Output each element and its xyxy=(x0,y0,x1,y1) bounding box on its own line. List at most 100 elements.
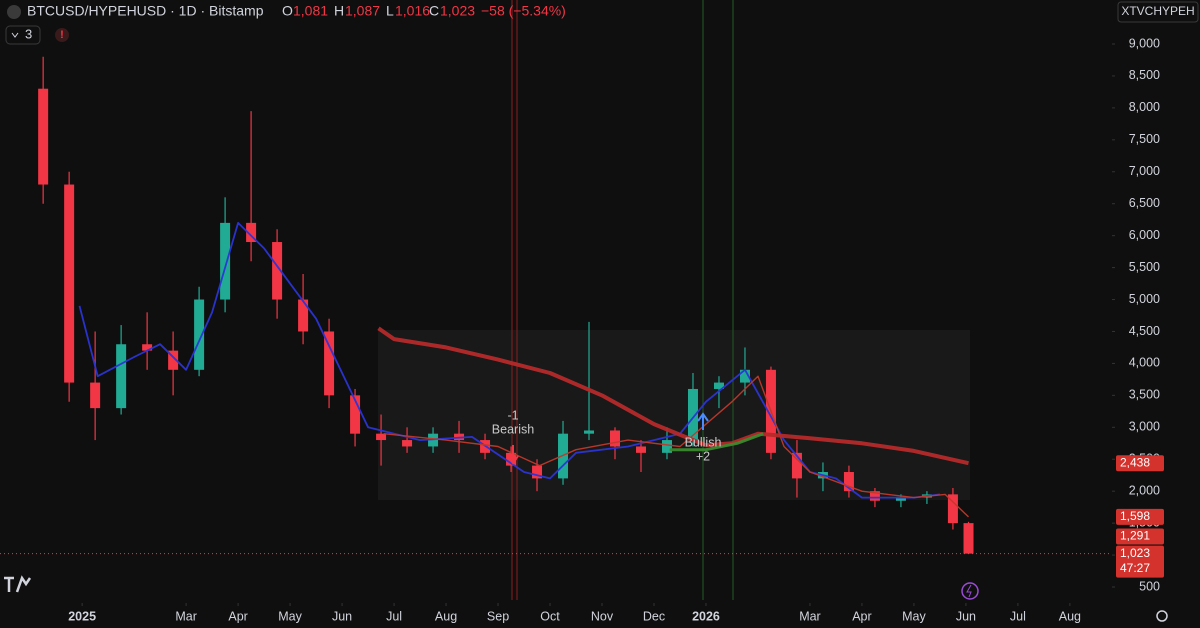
y-tick-label: 5,500 xyxy=(1129,260,1160,274)
candle-body xyxy=(739,369,750,383)
x-tick-label: Oct xyxy=(540,609,560,623)
plot-area xyxy=(0,0,1115,606)
ohlc-key: C xyxy=(429,3,439,19)
candle-body xyxy=(298,299,309,332)
candle-body xyxy=(272,242,283,300)
x-tick-label: Jul xyxy=(1010,609,1026,623)
price-tag-label: 1,023 xyxy=(1120,546,1150,560)
x-tick-label: Aug xyxy=(435,609,457,623)
change: −58 (−5.34%) xyxy=(481,3,566,19)
candle-body xyxy=(194,299,205,370)
y-tick-label: 9,000 xyxy=(1129,36,1160,50)
x-tick-label: May xyxy=(278,609,302,623)
y-tick-label: 8,500 xyxy=(1129,68,1160,82)
ticker: XTVCHYPEH xyxy=(1121,4,1194,18)
candle-body xyxy=(90,382,101,409)
x-tick-label: Jul xyxy=(386,609,402,623)
lightning-button[interactable] xyxy=(961,582,979,600)
symbol-icon xyxy=(7,5,21,19)
price-tag-label: 2,438 xyxy=(1120,455,1150,469)
warning-icon[interactable] xyxy=(55,28,69,42)
countdown: 47:27 xyxy=(1120,561,1150,575)
chevron xyxy=(11,32,19,38)
y-tick-label: 2,000 xyxy=(1129,483,1160,497)
annotation: -1 xyxy=(507,408,518,422)
candle-body xyxy=(791,452,802,479)
symbol: BTCUSD/HYPEHUSD · 1D · Bitstamp xyxy=(27,3,264,19)
y-tick-label: 3,500 xyxy=(1129,388,1160,402)
y-tick-label: 500 xyxy=(1139,579,1160,593)
lightning-icon xyxy=(966,584,972,598)
candle-body xyxy=(116,344,127,409)
candle-body xyxy=(532,465,543,479)
annotation: +2 xyxy=(696,449,710,463)
ohlc-key: H xyxy=(334,3,344,19)
candle-body xyxy=(843,472,854,492)
price-tag xyxy=(1116,528,1164,545)
y-tick-label: 8,000 xyxy=(1129,100,1160,114)
annotation: Bullish xyxy=(685,435,722,449)
settings-button[interactable] xyxy=(1156,610,1168,622)
x-tick-label: 2025 xyxy=(68,609,96,623)
x-tick-label: Jun xyxy=(956,609,976,623)
price-tag xyxy=(1116,455,1164,472)
x-tick-label: Jun xyxy=(332,609,352,623)
x-tick-label: Dec xyxy=(643,609,665,623)
annotation: Bearish xyxy=(492,422,534,436)
x-tick-label: Nov xyxy=(591,609,614,623)
candle-body xyxy=(661,440,672,453)
series xyxy=(38,56,974,555)
ohlc-value: 1,016 xyxy=(395,3,430,19)
price-tag-label: 1,291 xyxy=(1120,529,1150,543)
y-tick-label: 7,000 xyxy=(1129,164,1160,178)
candle-body xyxy=(635,446,646,453)
x-tick-label: Sep xyxy=(487,609,509,623)
ohlc-value: 1,087 xyxy=(345,3,380,19)
y-tick-label: 4,500 xyxy=(1129,324,1160,338)
ohlc-key: O xyxy=(282,3,293,19)
y-tick-label: 6,500 xyxy=(1129,196,1160,210)
header: BTCUSD/HYPEHUSD · 1D · Bitstamp O 1,081 … xyxy=(5,1,1199,45)
moving-average xyxy=(383,375,969,518)
ohlc-value: 1,023 xyxy=(440,3,475,19)
candle-body xyxy=(376,433,387,441)
candle-body xyxy=(713,382,724,389)
bearish-arrow xyxy=(507,445,519,465)
price-tag xyxy=(1116,508,1164,525)
candle-body xyxy=(584,430,595,434)
x-tick-label: Mar xyxy=(799,609,821,623)
x-tick-label: 2026 xyxy=(692,609,720,623)
x-tick-label: May xyxy=(902,609,926,623)
y-tick-label: 6,000 xyxy=(1129,228,1160,242)
moving-average xyxy=(669,432,764,452)
x-tick-label: Apr xyxy=(228,609,247,623)
candle-body xyxy=(947,494,958,524)
indicator-count: 3 xyxy=(25,26,32,41)
candle-body xyxy=(350,395,361,434)
candle-body xyxy=(610,430,621,447)
annotations: -1 Bearish Bullish +2 xyxy=(492,408,722,465)
y-tick-label: 5,000 xyxy=(1129,292,1160,306)
shaded-zone xyxy=(378,330,970,500)
candle-body xyxy=(895,497,906,501)
logo xyxy=(4,575,32,593)
price-tag xyxy=(1116,545,1164,578)
candle-body xyxy=(869,491,880,501)
indicators-toggle[interactable] xyxy=(5,25,41,45)
price-tag-label: 1,598 xyxy=(1120,509,1150,523)
candle-body xyxy=(220,222,231,300)
moving-average xyxy=(377,326,969,466)
candle-body xyxy=(963,523,974,554)
x-tick-label: Aug xyxy=(1059,609,1081,623)
y-tick-label: 7,500 xyxy=(1129,132,1160,146)
x-tick-label: Mar xyxy=(175,609,197,623)
ohlc-value: 1,081 xyxy=(293,3,328,19)
candle-body xyxy=(246,222,257,243)
ticker-box[interactable] xyxy=(1117,1,1199,23)
ohlc-key: L xyxy=(386,3,394,19)
x-tick-label: Apr xyxy=(852,609,871,623)
warning-mark: ! xyxy=(60,29,64,41)
